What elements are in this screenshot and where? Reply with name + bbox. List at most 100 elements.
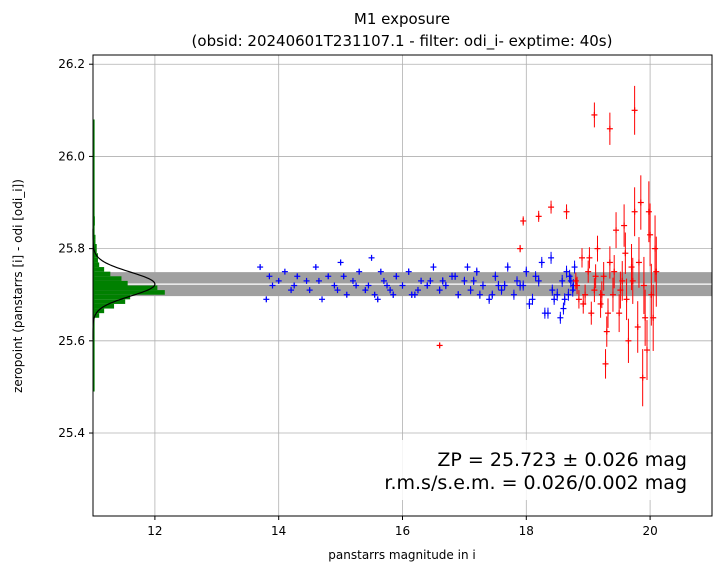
x-tick-label: 14 — [271, 524, 286, 538]
data-point — [548, 251, 555, 264]
data-point — [579, 248, 586, 268]
data-point — [609, 277, 616, 312]
data-point — [349, 277, 356, 284]
data-point — [405, 268, 412, 275]
histogram-bar — [93, 285, 158, 291]
data-point — [635, 237, 642, 288]
histogram-bar — [93, 280, 128, 286]
data-point — [473, 267, 480, 276]
data-point — [623, 278, 630, 321]
data-point — [495, 280, 502, 291]
x-axis-label: panstarrs magnitude in i — [328, 548, 475, 562]
data-point — [414, 286, 421, 294]
data-point — [470, 276, 477, 286]
data-point — [340, 273, 347, 280]
data-point — [551, 293, 558, 305]
data-point — [523, 266, 530, 277]
histogram-bar — [93, 290, 165, 295]
gaussian-fit-curve — [92, 228, 156, 340]
data-point — [492, 271, 499, 281]
data-point — [514, 276, 521, 286]
data-point — [269, 282, 276, 289]
data-point — [303, 277, 310, 284]
data-point — [565, 288, 572, 301]
data-point — [605, 298, 612, 328]
data-point — [424, 282, 431, 289]
data-point — [648, 263, 655, 326]
data-point — [554, 288, 561, 301]
data-point — [387, 286, 394, 294]
data-point — [637, 175, 644, 230]
histogram-bar — [93, 262, 100, 268]
rms-annotation: r.m.s/s.e.m. = 0.026/0.002 mag — [384, 472, 687, 494]
data-point — [532, 271, 539, 282]
data-point — [266, 273, 273, 280]
data-point — [486, 294, 493, 304]
data-point — [603, 316, 610, 347]
data-point — [606, 246, 613, 279]
data-point — [571, 260, 578, 274]
data-point — [380, 277, 387, 284]
data-point — [600, 261, 607, 291]
data-point — [575, 290, 582, 309]
histogram-bar — [93, 257, 98, 263]
y-axis-label: zeropoint (panstarrs [i] - odi [odi_i]) — [11, 179, 25, 393]
x-tick-label: 12 — [147, 524, 162, 538]
histogram-bar — [93, 294, 131, 300]
data-point — [455, 291, 462, 299]
data-point — [644, 320, 651, 381]
x-tick-label: 18 — [519, 524, 534, 538]
data-point — [642, 289, 649, 346]
chart-title: M1 exposure — [354, 10, 450, 28]
y-tick-label: 26.2 — [58, 57, 85, 71]
data-point — [594, 235, 601, 262]
data-point — [334, 287, 341, 294]
data-point — [489, 290, 496, 299]
data-point — [629, 257, 636, 304]
data-point — [639, 349, 646, 407]
data-point — [312, 264, 319, 271]
data-point — [315, 277, 322, 284]
data-point — [319, 296, 326, 303]
data-point — [399, 282, 406, 289]
x-tick-label: 16 — [395, 524, 410, 538]
data-point — [591, 102, 598, 128]
data-point — [452, 272, 459, 280]
data-point — [617, 271, 624, 309]
data-point — [257, 264, 264, 271]
data-point — [645, 181, 652, 243]
data-point — [291, 282, 298, 289]
data-point — [613, 212, 620, 249]
data-point — [418, 277, 425, 285]
data-point — [625, 318, 632, 363]
data-point — [275, 277, 282, 284]
data-point — [436, 342, 443, 349]
data-point — [464, 263, 471, 271]
data-point — [288, 287, 295, 294]
data-point — [371, 291, 378, 298]
data-point — [510, 289, 517, 300]
data-point — [294, 273, 301, 280]
histogram-bar — [93, 313, 100, 318]
data-point — [377, 268, 384, 275]
data-point — [634, 301, 641, 353]
data-point — [442, 281, 449, 290]
data-point — [476, 290, 483, 299]
data-point — [281, 268, 288, 275]
histogram-bar — [93, 253, 98, 258]
data-point — [393, 273, 400, 280]
data-point — [563, 204, 570, 220]
y-tick-label: 25.8 — [58, 242, 85, 256]
histogram-bar — [93, 244, 97, 249]
data-point — [602, 349, 609, 379]
data-point — [408, 291, 415, 298]
data-point — [520, 216, 527, 226]
data-point — [479, 281, 486, 290]
data-point — [501, 280, 508, 291]
data-point — [529, 293, 536, 305]
data-point — [563, 265, 570, 278]
data-point — [390, 291, 397, 298]
data-point — [263, 296, 270, 303]
annotation-box — [400, 440, 700, 500]
